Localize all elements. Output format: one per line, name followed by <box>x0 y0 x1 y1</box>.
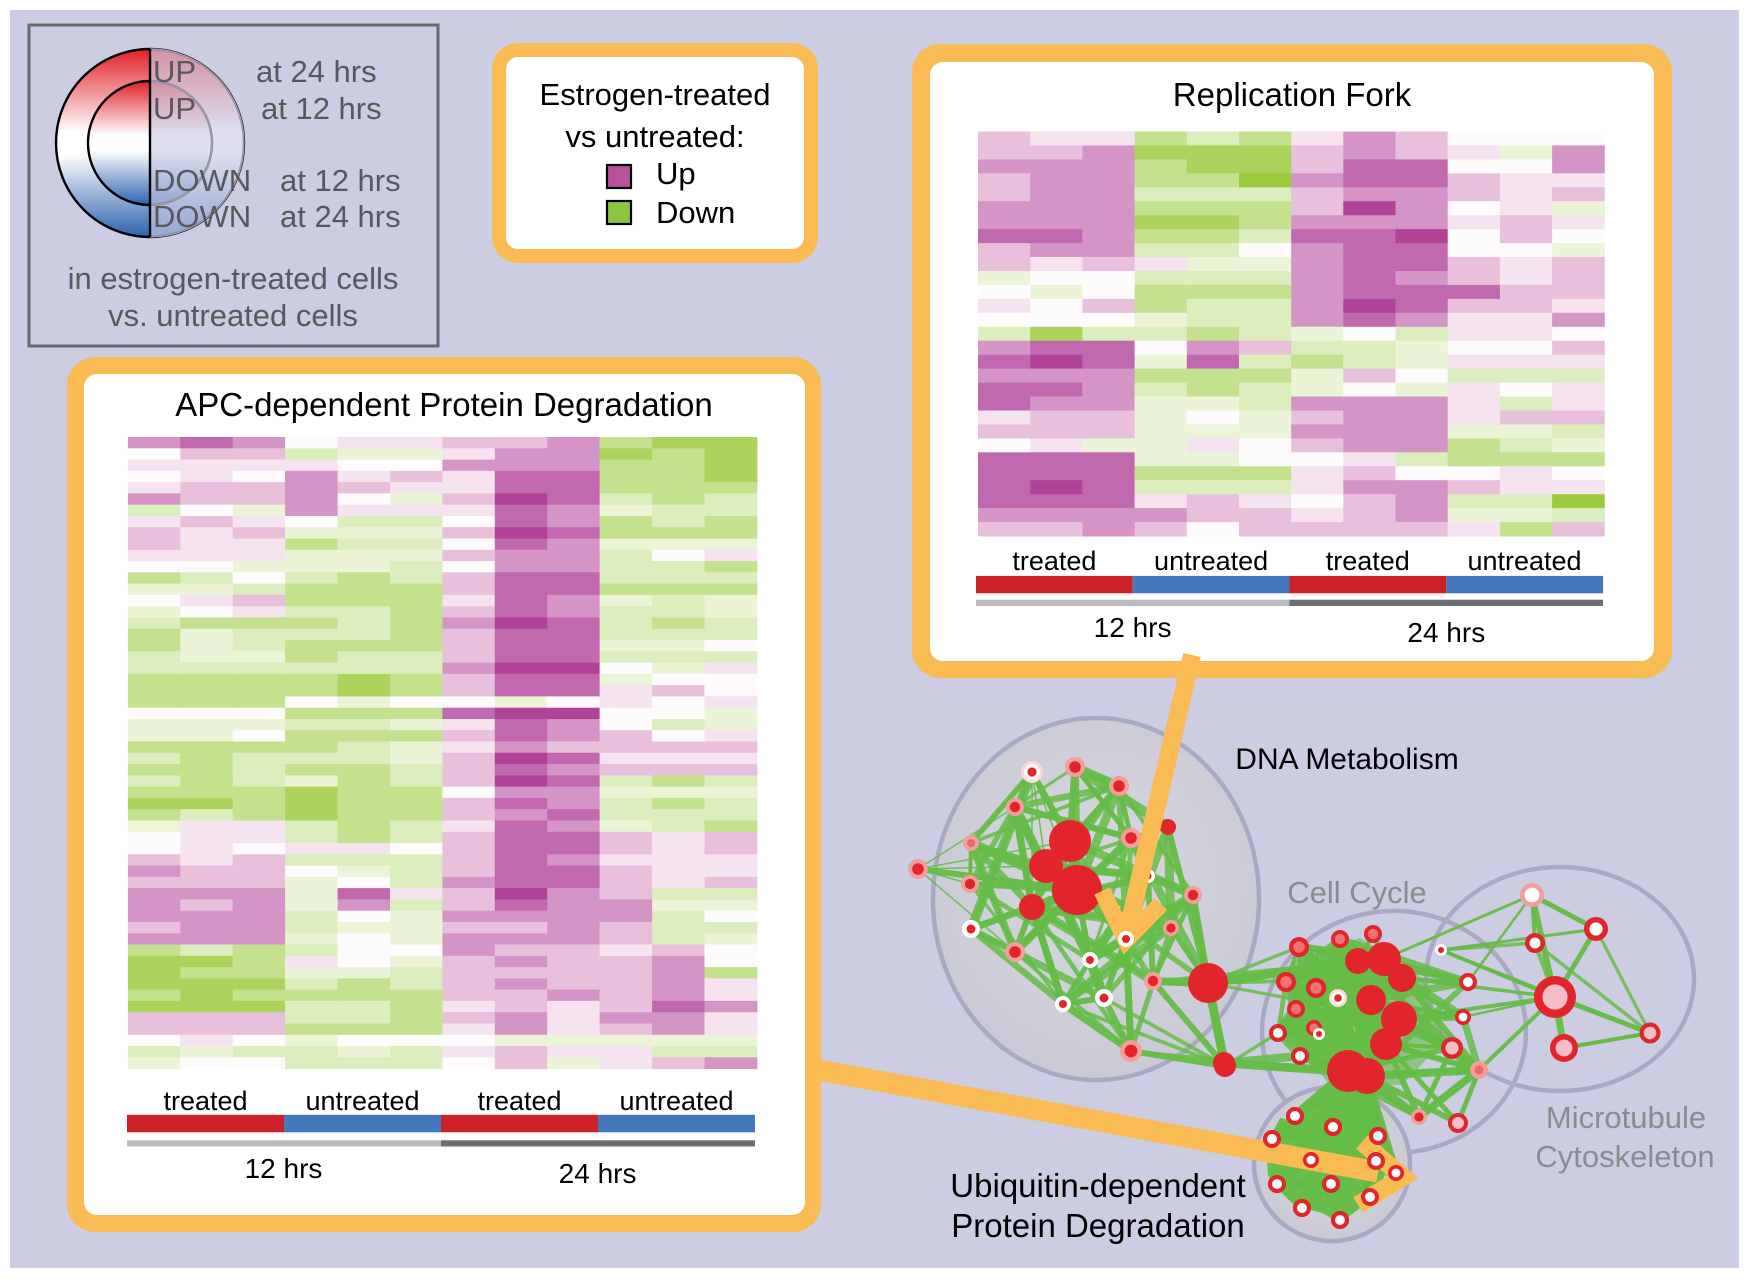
svg-text:Cell Cycle: Cell Cycle <box>1287 875 1427 910</box>
svg-text:untreated: untreated <box>1154 546 1268 576</box>
svg-text:untreated: untreated <box>619 1086 733 1116</box>
svg-text:Protein Degradation: Protein Degradation <box>951 1207 1245 1244</box>
svg-text:treated: treated <box>1326 546 1410 576</box>
svg-text:Estrogen-treated: Estrogen-treated <box>540 77 771 112</box>
svg-text:UP: UP <box>153 54 196 89</box>
svg-text:at 12 hrs: at 12 hrs <box>261 91 382 126</box>
svg-text:at 24 hrs: at 24 hrs <box>280 199 401 234</box>
svg-text:APC-dependent Protein Degradat: APC-dependent Protein Degradation <box>175 386 713 423</box>
svg-text:treated: treated <box>477 1086 561 1116</box>
svg-text:vs. untreated cells: vs. untreated cells <box>108 298 358 333</box>
svg-text:DOWN: DOWN <box>153 199 251 234</box>
svg-text:Microtubule: Microtubule <box>1546 1100 1706 1135</box>
svg-text:in estrogen-treated cells: in estrogen-treated cells <box>68 261 399 296</box>
svg-text:treated: treated <box>1012 546 1096 576</box>
svg-text:Replication Fork: Replication Fork <box>1173 76 1412 113</box>
svg-text:untreated: untreated <box>1467 546 1581 576</box>
svg-text:treated: treated <box>163 1086 247 1116</box>
svg-text:Ubiquitin-dependent: Ubiquitin-dependent <box>950 1167 1245 1204</box>
svg-text:Down: Down <box>656 195 735 230</box>
svg-text:DNA Metabolism: DNA Metabolism <box>1235 743 1458 776</box>
svg-text:12 hrs: 12 hrs <box>245 1153 323 1184</box>
svg-text:at 12 hrs: at 12 hrs <box>280 163 401 198</box>
svg-text:24 hrs: 24 hrs <box>1407 617 1485 648</box>
svg-text:UP: UP <box>153 91 196 126</box>
svg-text:DOWN: DOWN <box>153 163 251 198</box>
svg-text:Cytoskeleton: Cytoskeleton <box>1535 1139 1714 1174</box>
svg-text:Up: Up <box>656 156 696 191</box>
svg-text:vs untreated:: vs untreated: <box>565 119 744 154</box>
svg-text:at 24 hrs: at 24 hrs <box>256 54 377 89</box>
svg-text:12 hrs: 12 hrs <box>1094 612 1172 643</box>
svg-text:24 hrs: 24 hrs <box>559 1158 637 1189</box>
svg-text:untreated: untreated <box>305 1086 419 1116</box>
